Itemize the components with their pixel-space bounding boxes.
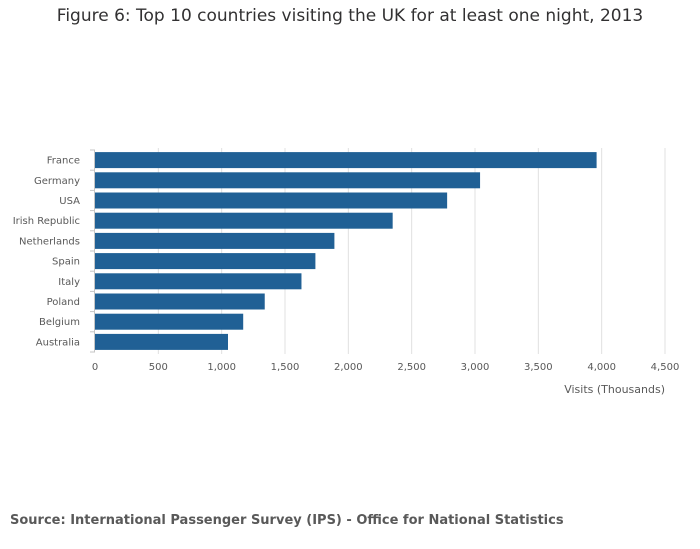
x-tick-labels: 0 500 1,000 1,500 2,000 2,500 3,000 3,500 4,000 4… [92,362,680,373]
x-tick-label: 4,000 [587,362,616,373]
bar-netherlands [95,232,335,249]
gridlines [157,148,666,354]
bar-irish-republic [95,212,393,229]
bar-poland [95,293,265,310]
category-label: Poland [47,297,80,308]
category-labels: France Germany USA Irish Republic Netherland… [13,156,80,349]
x-tick-label: 3,500 [524,362,553,373]
source-note: Source: International Passenger Survey (… [10,513,564,528]
category-label: Spain [52,257,80,268]
y-axis [90,149,95,353]
bar-italy [95,273,302,290]
category-label: Australia [36,337,80,348]
category-label: Germany [34,176,80,187]
x-tick-label: 500 [149,362,168,373]
x-tick-label: 3,000 [461,362,490,373]
x-tick-label: 0 [92,362,98,373]
category-label: Netherlands [19,236,80,247]
category-label: France [47,156,80,167]
bar-spain [95,253,316,270]
category-label: USA [59,196,80,207]
category-label: Irish Republic [13,216,80,227]
x-tick-label: 1,000 [207,362,236,373]
bar-usa [95,192,448,209]
bar-germany [95,172,481,189]
x-tick-label: 2,000 [334,362,363,373]
x-tick-label: 1,500 [271,362,300,373]
bars [95,152,597,350]
category-label: Belgium [39,317,80,328]
bar-france [95,152,597,169]
x-tick-label: 2,500 [397,362,426,373]
bar-australia [95,333,228,350]
category-label: Italy [58,277,80,288]
chart-title: Figure 6: Top 10 countries visiting the … [56,6,644,26]
bar-belgium [95,313,244,330]
x-tick-label: 4,500 [651,362,680,373]
x-axis-label: Visits (Thousands) [564,383,665,396]
